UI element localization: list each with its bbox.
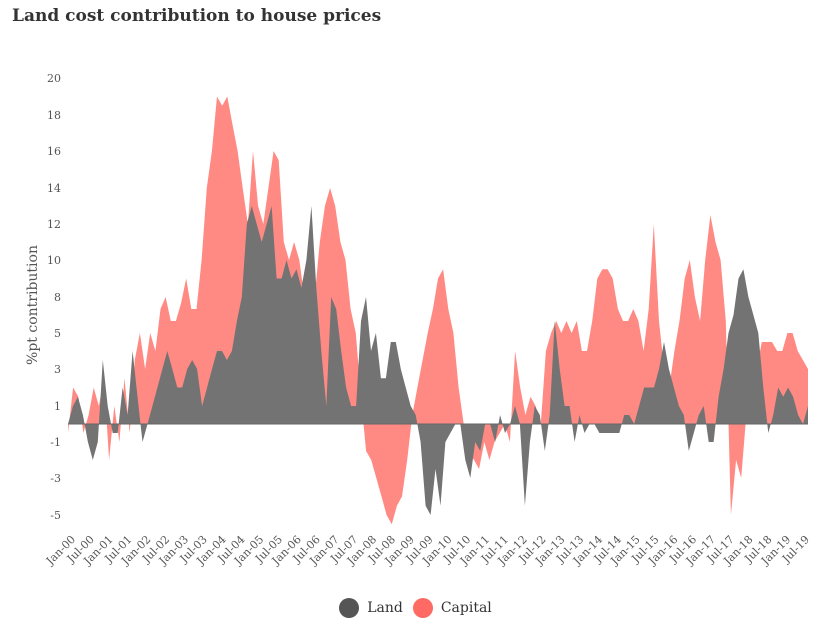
y-tick-label: 10 bbox=[47, 254, 61, 267]
chart-area: 20 18 16 14 12 10 8 5 3 1 -1 -3 -5 Jan-00Jul-00Jan-0… bbox=[25, 72, 812, 568]
y-axis-ticks: 20 18 16 14 12 10 8 5 3 1 -1 -3 -5 bbox=[47, 72, 61, 522]
data-areas bbox=[68, 96, 808, 525]
capital-swatch-icon bbox=[412, 598, 433, 618]
y-tick-label: 8 bbox=[54, 291, 61, 304]
y-tick-label: 14 bbox=[47, 182, 61, 195]
legend: Land Capital bbox=[0, 598, 831, 618]
y-tick-label: 16 bbox=[47, 145, 61, 158]
y-tick-label: 1 bbox=[54, 400, 61, 413]
y-tick-label: 20 bbox=[47, 72, 61, 85]
chart-title: Land cost contribution to house prices bbox=[12, 6, 382, 26]
land-swatch-icon bbox=[339, 598, 360, 618]
y-tick-label: -3 bbox=[50, 472, 61, 485]
y-tick-label: -5 bbox=[50, 509, 61, 522]
y-tick-label: -1 bbox=[50, 436, 61, 449]
y-tick-label: 3 bbox=[54, 363, 61, 376]
y-tick-label: 18 bbox=[47, 109, 61, 122]
legend-label-capital: Capital bbox=[440, 600, 492, 616]
area-land bbox=[68, 206, 808, 515]
y-tick-label: 5 bbox=[54, 327, 61, 340]
legend-label-land: Land bbox=[367, 600, 403, 616]
y-tick-label: 12 bbox=[47, 218, 61, 231]
legend-item-land[interactable]: Land bbox=[339, 598, 403, 618]
legend-item-capital[interactable]: Capital bbox=[412, 598, 492, 618]
y-axis-label: %pt contribution bbox=[25, 245, 41, 365]
x-axis-ticks: Jan-00Jul-00Jan-01Jul-01Jan-02Jul-02Jan-… bbox=[43, 533, 812, 568]
